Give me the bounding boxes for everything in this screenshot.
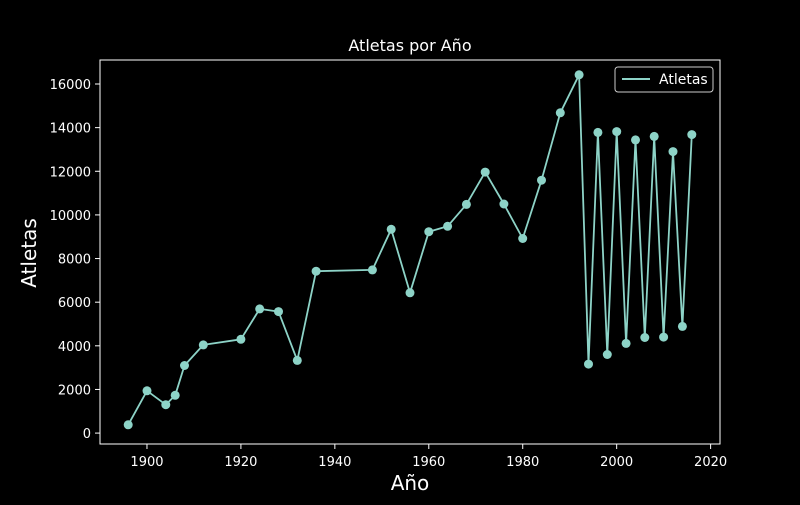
legend: Atletas xyxy=(614,66,714,93)
data-point xyxy=(687,130,697,140)
y-tick-label: 6000 xyxy=(58,296,91,311)
legend-box xyxy=(614,66,714,93)
y-tick-label: 4000 xyxy=(58,340,91,355)
data-point xyxy=(292,355,302,365)
plot-series xyxy=(123,70,697,430)
data-point xyxy=(668,147,678,157)
x-tick-label: 1980 xyxy=(506,455,539,470)
data-point xyxy=(602,350,612,359)
data-point xyxy=(649,131,659,141)
data-point xyxy=(180,361,189,370)
y-tick-label: 0 xyxy=(83,427,91,442)
data-point xyxy=(255,304,265,314)
x-tick-label: 2000 xyxy=(600,455,633,470)
x-tick-label: 1940 xyxy=(318,455,351,470)
y-tick-label: 12000 xyxy=(50,165,91,180)
data-point xyxy=(621,338,631,348)
data-point xyxy=(584,359,593,369)
data-point xyxy=(386,224,396,234)
x-tick-label: 1920 xyxy=(224,455,257,470)
x-tick-label: 2020 xyxy=(694,455,727,470)
data-point xyxy=(161,400,171,410)
y-tick-label: 10000 xyxy=(50,209,91,224)
data-point xyxy=(236,334,246,344)
data-point xyxy=(537,175,546,185)
y-axis: 0 2000 4000 6000 8000 10000 12000 14000 16000 xyxy=(50,78,100,442)
y-tick-label: 2000 xyxy=(58,383,91,398)
data-point xyxy=(123,420,133,430)
data-point xyxy=(480,167,490,177)
data-point xyxy=(659,332,669,342)
chart-title: Atletas por Año xyxy=(348,36,471,55)
data-point xyxy=(612,127,622,137)
y-tick-label: 8000 xyxy=(58,253,91,268)
plot-frame xyxy=(99,59,721,445)
x-tick-label: 1960 xyxy=(412,455,445,470)
data-point xyxy=(631,135,640,145)
y-tick-label: 14000 xyxy=(50,122,91,137)
data-point xyxy=(274,307,283,317)
y-tick-label: 16000 xyxy=(50,78,91,93)
x-tick-label: 1900 xyxy=(130,455,163,470)
x-axis: 1900 1920 1940 1960 1980 2000 2020 xyxy=(130,444,727,470)
data-point xyxy=(518,234,528,243)
data-point xyxy=(461,199,471,209)
y-axis-title: Atletas xyxy=(17,218,41,288)
data-point xyxy=(367,265,377,275)
data-point xyxy=(593,127,603,137)
data-point xyxy=(640,333,650,342)
data-point xyxy=(424,227,434,237)
data-point xyxy=(555,108,565,118)
data-point xyxy=(170,390,180,400)
data-point xyxy=(574,70,584,80)
data-point xyxy=(499,199,509,209)
data-point xyxy=(198,340,208,350)
data-point xyxy=(311,266,321,276)
legend-label: Atletas xyxy=(659,72,708,88)
data-point xyxy=(677,321,687,331)
x-axis-title: Año xyxy=(391,471,430,495)
data-point xyxy=(405,288,415,298)
data-point xyxy=(443,221,453,231)
data-point xyxy=(142,386,152,396)
